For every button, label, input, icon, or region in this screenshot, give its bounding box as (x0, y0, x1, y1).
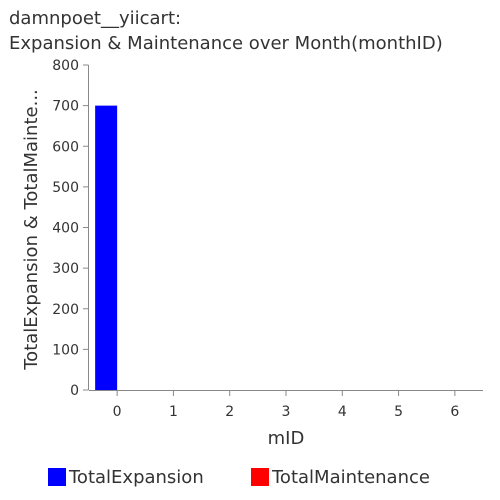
y-tick-label-5: 500 (52, 180, 79, 196)
bar-chart: 0 100 200 300 400 500 600 700 800 0 1 2 3 4 5 6 mID Total… (21, 58, 483, 449)
x-tick-label-2: 2 (225, 404, 234, 420)
y-tick-label-0: 0 (70, 383, 79, 399)
x-tick-label-6: 6 (450, 404, 459, 420)
legend-item-series-1: TotalMaintenance (251, 465, 430, 489)
y-tick-label-8: 800 (52, 58, 79, 74)
legend-swatch-series-0 (48, 468, 66, 486)
y-tick-label-2: 200 (52, 302, 79, 318)
chart-subtitle: Expansion & Maintenance over Month(month… (9, 33, 443, 54)
bar-TotalExpansion-0 (95, 105, 118, 390)
legend-label-series-1: TotalMaintenance (272, 466, 430, 488)
x-tick-label-3: 3 (282, 404, 291, 420)
y-axis-label: TotalExpansion & TotalMainte... (21, 89, 42, 371)
chart-title-block: damnpoet__yiicart: Expansion & Maintenan… (9, 6, 443, 56)
chart-title: damnpoet__yiicart: (9, 8, 182, 29)
legend: TotalExpansion TotalMaintenance (0, 465, 500, 489)
y-tick-label-1: 100 (52, 342, 79, 358)
legend-item-series-0: TotalExpansion (48, 465, 204, 489)
x-tick-label-5: 5 (394, 404, 403, 420)
y-tick-label-4: 400 (52, 221, 79, 237)
legend-label-series-0: TotalExpansion (69, 466, 204, 488)
x-tick-label-1: 1 (169, 404, 178, 420)
legend-swatch-series-1 (251, 468, 269, 486)
x-tick-label-0: 0 (113, 404, 122, 420)
x-axis-label: mID (268, 428, 305, 449)
y-tick-label-7: 700 (52, 99, 79, 115)
x-tick-label-4: 4 (338, 404, 347, 420)
y-tick-label-6: 600 (52, 139, 79, 155)
y-tick-label-3: 300 (52, 261, 79, 277)
